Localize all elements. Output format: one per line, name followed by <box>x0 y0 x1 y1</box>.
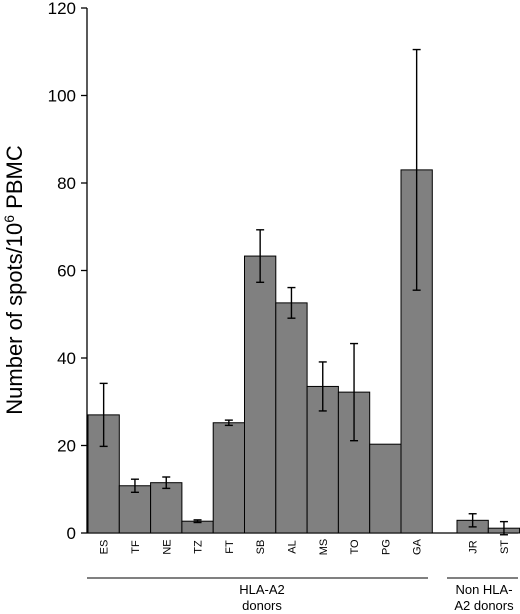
y-tick-label: 40 <box>57 349 76 368</box>
category-label: PG <box>380 539 392 555</box>
plot-area: 0 20 40 60 80 100 120 ES TF NE TZ FT SB AL MS TO PG GA JR S… <box>48 0 520 613</box>
y-axis-label: Number of spots/106 PBMC <box>1 145 27 415</box>
category-label: ES <box>99 540 111 555</box>
y-axis-label-tail: PBMC <box>2 145 27 215</box>
y-tick-label: 0 <box>67 524 76 543</box>
group-label: HLA-A2 <box>239 582 285 597</box>
y-tick-label: 20 <box>57 437 76 456</box>
category-label: FT <box>224 540 236 554</box>
category-label: TF <box>130 540 142 554</box>
category-label: ST <box>499 540 511 554</box>
category-label: MS <box>318 539 330 556</box>
category-label: JR <box>468 540 480 554</box>
y-axis-label-text: Number of spots/106 PBMC <box>1 145 27 415</box>
category-label: TO <box>349 539 361 555</box>
category-label: AL <box>286 540 298 553</box>
bar <box>369 443 402 534</box>
bar <box>244 255 277 534</box>
bar <box>150 482 183 534</box>
category-label: GA <box>412 538 424 555</box>
bar <box>212 422 245 534</box>
y-axis-label-superscript: 6 <box>1 215 17 223</box>
category-label: NE <box>161 539 173 554</box>
y-tick-label: 120 <box>48 0 76 18</box>
y-tick-label: 80 <box>57 174 76 193</box>
y-axis-label-main: Number of spots/10 <box>2 223 27 415</box>
y-tick-label: 60 <box>57 262 76 281</box>
category-label: TZ <box>193 540 205 554</box>
category-label: SB <box>255 540 267 555</box>
bar <box>275 302 308 534</box>
bar <box>306 385 339 534</box>
y-tick-label: 100 <box>48 87 76 106</box>
group-label: A2 donors <box>454 598 514 613</box>
group-label: donors <box>242 598 282 613</box>
group-label: Non HLA- <box>455 582 512 597</box>
